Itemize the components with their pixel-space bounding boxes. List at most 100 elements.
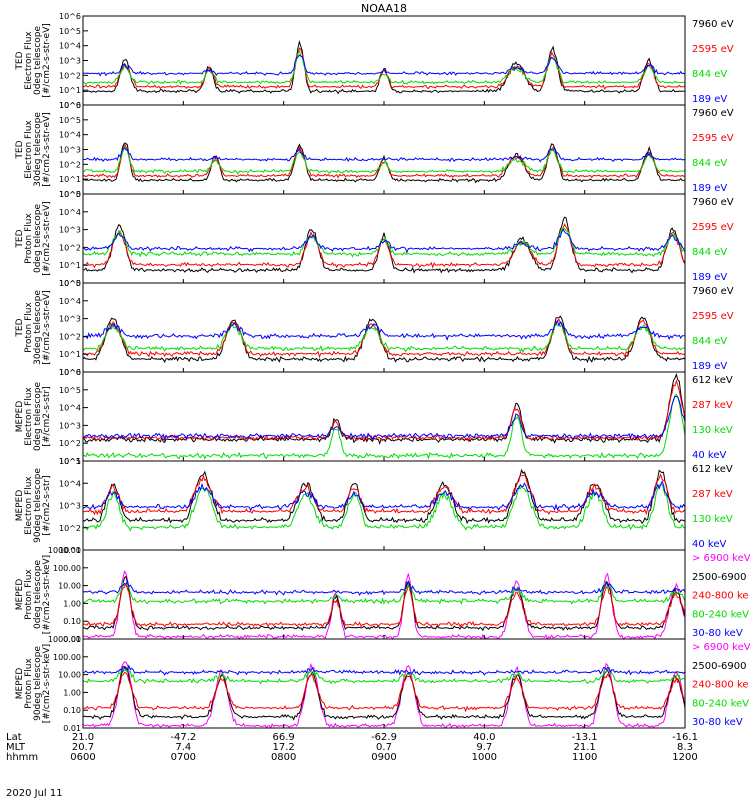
x-row-mlt-tick-2: 17.2 xyxy=(273,742,295,753)
panel-7-ytick-label-5: 1000.00 xyxy=(48,546,81,555)
panel-4-ytick-label-3: 10^3 xyxy=(59,315,81,324)
panel-3-series-line-1 xyxy=(82,216,686,274)
panel-7-ylabel-line-3: 0deg telescope xyxy=(33,560,43,630)
panel-1-ytick-label-6: 10^6 xyxy=(59,12,81,21)
panel-3-legend-2: 2595 eV xyxy=(692,222,734,233)
panel-4: 7960 eV 2595 eV 844 eV 189 eV 10^0 10^1 10^2 10… xyxy=(15,279,734,377)
panel-5-ytick-label-4: 10^5 xyxy=(59,386,81,395)
panel-4-ylabel-line-2: Proton Flux xyxy=(24,302,34,353)
panel-2-series-line-1 xyxy=(82,142,686,184)
panel-6-ytick-label-0: 10^1 xyxy=(59,546,81,555)
x-row-mlt-tick-0: 20.7 xyxy=(72,742,94,753)
panel-3-ytick-label-3: 10^3 xyxy=(59,226,81,235)
panel-8-legend-4: 80-240 keV xyxy=(692,698,749,709)
panel-2: 7960 eV 2595 eV 844 eV 189 eV 10^0 10^1 10^2 10… xyxy=(15,101,734,199)
panel-7-ylabel-line-1: MEPED xyxy=(15,579,25,611)
panel-7-series-2 xyxy=(82,575,686,632)
panel-5-ylabel-line-3: 0deg telescope xyxy=(33,382,43,452)
panel-6-ytick-label-2: 10^3 xyxy=(59,502,81,511)
panel-5-legend-1: 612 keV xyxy=(692,375,733,386)
x-row-lat-tick-0: 21.0 xyxy=(72,732,94,743)
panel-8-ytick-label-0: 0.01 xyxy=(63,724,81,733)
panel-8-ytick-label-5: 1000.00 xyxy=(48,635,81,644)
panel-7-ylabel: MEPED Proton Flux 0deg telescope [#/cm2-s-s… xyxy=(15,555,52,634)
panel-8-legend-2: 2500-6900 xyxy=(692,661,747,672)
panel-5-ylabel-line-2: Electron Flux xyxy=(24,387,34,446)
panel-2-series-4 xyxy=(82,147,686,163)
panel-4-ytick-label-0: 10^0 xyxy=(59,368,81,377)
panel-8-series-2 xyxy=(82,665,686,721)
panel-6-series-3 xyxy=(82,483,686,532)
panel-1: 7960 eV 2595 eV 844 eV 189 eV 10^0 10^1 10^2 10… xyxy=(15,12,734,110)
panel-7-ylabel-line-4: [#/cm2-s-str-keV] xyxy=(42,555,52,634)
panel-4-legend-3: 844 eV xyxy=(692,336,727,347)
panel-7-series-line-5 xyxy=(82,579,686,597)
x-row-mlt-tick-1: 7.4 xyxy=(175,742,191,753)
panel-7-ytick-label-3: 10.00 xyxy=(58,582,81,591)
x-row-lat-tick-6: -16.1 xyxy=(672,732,698,743)
panel-8-series-4 xyxy=(82,668,686,685)
panel-6-ylabel-line-2: Electron Flux xyxy=(24,476,34,535)
panel-5-series-3 xyxy=(82,393,686,460)
panel-8-legend-3: 240-800 ke xyxy=(692,680,749,691)
x-row-lat-tick-4: 40.0 xyxy=(473,732,495,743)
panel-8-ytick-label-1: 0.10 xyxy=(63,706,81,715)
panel-8-ytick-label-2: 1.00 xyxy=(63,688,81,697)
panel-4-series-3 xyxy=(82,322,686,354)
panel-3-series-1 xyxy=(82,216,686,274)
x-row-mlt-tick-3: 0.7 xyxy=(376,742,392,753)
panel-5-legend-3: 130 keV xyxy=(692,425,733,436)
panel-2-ylabel: TED Electron Flux 30deg telescope [#/cm2-s-… xyxy=(15,112,52,187)
panel-4-ylabel-line-1: TED xyxy=(15,318,25,337)
panel-1-legend-4: 189 eV xyxy=(692,94,727,105)
panel-8-legend-5: 30-80 keV xyxy=(692,717,743,728)
panel-8-legend-1: > 6900 keV xyxy=(692,642,750,653)
panel-8-ylabel-line-2: Proton Flux xyxy=(24,658,34,709)
panel-1-ytick-label-3: 10^3 xyxy=(59,57,81,66)
panel-4-series-line-4 xyxy=(82,319,686,342)
panel-6-ytick-label-4: 10^5 xyxy=(59,457,81,466)
panel-7-ylabel-line-2: Proton Flux xyxy=(24,569,34,620)
panels: 7960 eV 2595 eV 844 eV 189 eV 10^0 10^1 10^2 10… xyxy=(15,12,750,733)
panel-3-series-4 xyxy=(82,228,686,254)
panel-1-ytick-label-4: 10^4 xyxy=(59,42,81,51)
panel-1-series-line-4 xyxy=(82,54,686,77)
panel-3-series-line-2 xyxy=(83,223,686,269)
panel-4-legend-2: 2595 eV xyxy=(692,311,734,322)
panel-2-ytick-label-6: 10^6 xyxy=(59,101,81,110)
panel-7-series-line-2 xyxy=(82,575,686,632)
panel-4-series-1 xyxy=(82,315,686,364)
x-row-hhmm-tick-3: 0900 xyxy=(371,752,396,763)
panel-3-ytick-label-2: 10^2 xyxy=(59,243,81,252)
panel-6-ytick-label-3: 10^4 xyxy=(59,479,81,488)
x-row-hhmm-tick-4: 1000 xyxy=(472,752,497,763)
panel-3-series-2 xyxy=(83,223,686,269)
panel-5-series-line-3 xyxy=(82,393,686,460)
panel-8-ylabel-line-4: [#/cm2-s-str-keV] xyxy=(42,644,52,723)
panel-4-ylabel-line-4: [#/cm2-s-str-eV] xyxy=(42,290,52,365)
panel-1-ylabel-line-4: [#/cm2-s-str-eV] xyxy=(42,23,52,98)
panel-6-ylabel-line-3: 90deg telescope xyxy=(33,468,43,543)
panel-1-series-3 xyxy=(82,49,686,86)
panel-2-ytick-label-1: 10^1 xyxy=(59,175,81,184)
panel-2-ylabel-line-2: Electron Flux xyxy=(24,120,34,179)
panel-7-series-line-3 xyxy=(82,582,686,629)
panel-5-ytick-label-0: 10^1 xyxy=(59,457,81,466)
panel-3-ylabel-line-1: TED xyxy=(15,229,25,248)
panel-2-series-line-4 xyxy=(82,147,686,163)
panel-6-ytick-label-1: 10^2 xyxy=(59,524,81,533)
x-row-mlt-tick-4: 9.7 xyxy=(476,742,492,753)
panel-7-legend-4: 80-240 keV xyxy=(692,609,749,620)
panel-4-series-2 xyxy=(83,318,686,359)
panel-2-ytick-label-2: 10^2 xyxy=(59,160,81,169)
panel-5-ytick-label-2: 10^3 xyxy=(59,421,81,430)
x-row-lat-tick-5: -13.1 xyxy=(572,732,598,743)
figure-title: NOAA18 xyxy=(361,2,407,15)
x-row-label-hhmm: hhmm xyxy=(6,752,38,763)
panel-3-ylabel-line-4: [#/cm2-s-str-eV] xyxy=(42,201,52,276)
panel-6-legend-2: 287 keV xyxy=(692,489,733,500)
panel-8-ytick-label-3: 10.00 xyxy=(58,671,81,680)
panel-8-ytick-label-4: 100.00 xyxy=(53,653,81,662)
panel-8-ylabel: MEPED Proton Flux 90deg telescope [#/cm2-s-… xyxy=(15,644,52,723)
panel-4-series-4 xyxy=(82,319,686,342)
